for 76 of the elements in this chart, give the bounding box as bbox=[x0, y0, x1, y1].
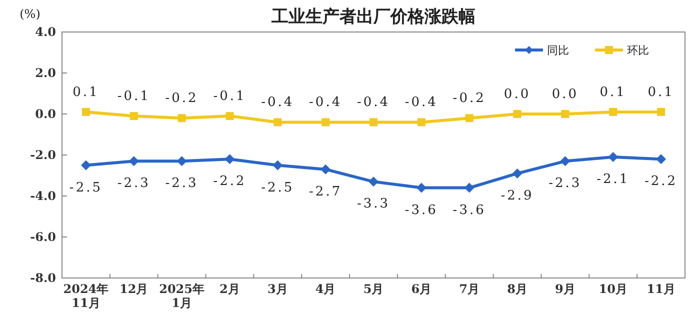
data-label: -2.3 bbox=[165, 176, 198, 192]
x-tick-label: 7月 bbox=[459, 282, 480, 296]
x-tick-label: 9月 bbox=[555, 282, 576, 296]
point bbox=[178, 114, 186, 122]
point bbox=[322, 118, 330, 126]
y-tick-label: 2.0 bbox=[35, 66, 56, 80]
chart-title: 工业生产者出厂价格涨跌幅 bbox=[270, 7, 476, 26]
data-label: -0.2 bbox=[452, 91, 486, 106]
point bbox=[82, 108, 90, 116]
point bbox=[274, 118, 282, 126]
legend-label: 环比 bbox=[627, 44, 649, 57]
point bbox=[608, 152, 618, 162]
x-tick-label: 5月 bbox=[363, 282, 384, 296]
x-tick-label: 3月 bbox=[267, 282, 288, 296]
data-label: -0.4 bbox=[261, 95, 294, 110]
y-tick-label: -8.0 bbox=[30, 271, 56, 285]
data-label: -0.4 bbox=[404, 95, 438, 110]
data-label: -0.4 bbox=[356, 95, 390, 110]
x-tick-label: 2025年 1月 bbox=[159, 282, 205, 310]
y-tick-label: -6.0 bbox=[30, 230, 56, 244]
y-axis-title: (%) bbox=[20, 7, 40, 21]
data-label: -2.5 bbox=[69, 180, 102, 196]
data-label: 0.1 bbox=[648, 84, 674, 100]
data-label: -2.9 bbox=[500, 188, 534, 204]
point bbox=[368, 176, 378, 187]
data-label: -2.5 bbox=[261, 180, 294, 196]
data-label: -3.3 bbox=[356, 196, 390, 212]
point bbox=[657, 108, 666, 116]
point bbox=[320, 164, 331, 174]
point bbox=[176, 156, 187, 166]
y-tick-label: 4.0 bbox=[35, 25, 56, 39]
x-tick-label: 4月 bbox=[315, 282, 336, 296]
x-tick-label: 2024年 11月 bbox=[63, 282, 109, 310]
point bbox=[513, 110, 522, 118]
point bbox=[224, 154, 235, 164]
x-tick-label: 2月 bbox=[220, 282, 240, 296]
data-label: -2.1 bbox=[596, 172, 630, 188]
data-label: -0.1 bbox=[117, 89, 150, 104]
data-label: -0.1 bbox=[213, 89, 246, 104]
x-tick-label: 11月 bbox=[646, 282, 676, 296]
point bbox=[417, 118, 426, 126]
y-tick-label: -4.0 bbox=[30, 189, 56, 203]
point bbox=[512, 168, 522, 178]
point bbox=[464, 182, 474, 193]
data-label: 0.0 bbox=[504, 87, 531, 102]
data-label: -0.2 bbox=[165, 91, 198, 106]
point bbox=[130, 112, 138, 120]
y-tick-label: -2.0 bbox=[30, 148, 56, 162]
x-tick-label: 6月 bbox=[411, 282, 432, 296]
point bbox=[370, 118, 378, 126]
data-label: -0.4 bbox=[309, 95, 342, 110]
data-label: 0.0 bbox=[552, 87, 579, 102]
y-tick-label: 0.0 bbox=[35, 107, 56, 121]
data-label: -2.2 bbox=[213, 174, 246, 190]
point bbox=[226, 112, 234, 120]
x-tick-label: 12月 bbox=[120, 282, 148, 296]
point bbox=[560, 156, 570, 166]
point bbox=[80, 160, 91, 170]
data-label: -2.7 bbox=[309, 184, 342, 200]
x-tick-label: 8月 bbox=[507, 282, 528, 296]
legend-label: 同比 bbox=[547, 44, 569, 57]
point bbox=[561, 110, 570, 118]
data-label: -3.6 bbox=[404, 202, 438, 218]
point bbox=[656, 154, 666, 164]
data-label: -2.2 bbox=[644, 174, 678, 190]
point bbox=[128, 156, 139, 166]
data-label: 0.1 bbox=[600, 84, 626, 100]
data-label: -2.3 bbox=[117, 176, 150, 192]
point bbox=[465, 114, 474, 122]
point bbox=[416, 182, 426, 193]
data-label: -2.3 bbox=[548, 176, 582, 192]
point bbox=[609, 108, 618, 116]
x-tick-label: 10月 bbox=[598, 282, 628, 296]
point bbox=[272, 160, 283, 170]
data-label: -3.6 bbox=[452, 202, 486, 218]
data-label: 0.1 bbox=[72, 84, 100, 100]
